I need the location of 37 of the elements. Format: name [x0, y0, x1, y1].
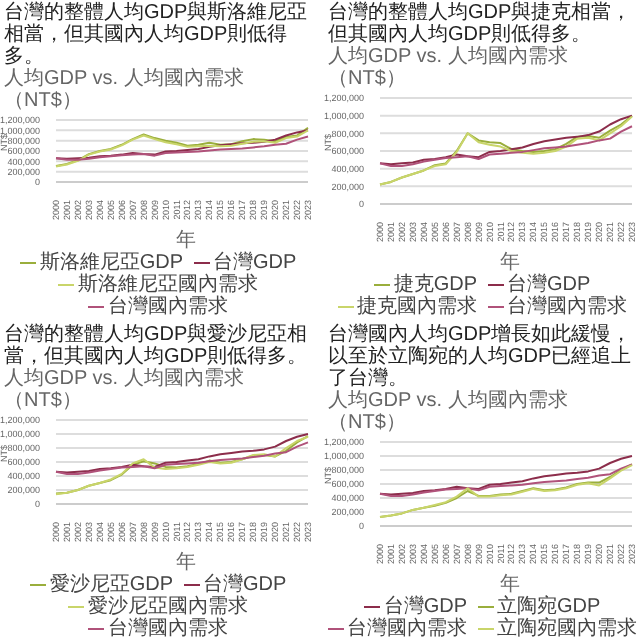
legend-label: 台灣國內需求: [505, 296, 627, 318]
chart-subtitle: 人均GDP vs. 人均國內需求（NT$）: [326, 46, 570, 90]
chart-title: 台灣的整體人均GDP與斯洛維尼亞相當，但其國內人均GDP則低得多。: [2, 0, 310, 68]
line-series: [379, 455, 633, 496]
line-series: [379, 125, 633, 168]
legend-label: 捷克國內需求: [355, 296, 477, 318]
legend-label: 台灣GDP: [203, 574, 287, 596]
legend-label: 愛沙尼亞GDP: [47, 574, 173, 596]
line-series: [379, 114, 633, 186]
legend-label: 捷克GDP: [393, 274, 477, 296]
legend-label: 台灣國內需求: [106, 618, 228, 640]
chart-subtitle: 人均GDP vs. 人均國內需求（NT$）: [2, 368, 246, 412]
legend-label: 台灣GDP: [213, 252, 297, 274]
x-axis-title: 年: [174, 552, 198, 574]
chart-subtitle: 人均GDP vs. 人均國內需求（NT$）: [2, 68, 246, 112]
chart-subtitle: 人均GDP vs. 人均國內需求（NT$）: [326, 390, 570, 434]
legend-label: 台灣國內需求: [106, 296, 228, 318]
x-axis-title: 年: [174, 230, 198, 252]
legend-label: 台灣國內需求: [345, 618, 467, 640]
line-series: [55, 433, 309, 474]
legend-label: 斯洛維尼亞GDP: [37, 252, 183, 274]
legend-label: 立陶宛國內需求: [495, 618, 637, 640]
line-series: [379, 114, 633, 166]
line-series: [55, 441, 309, 475]
legend-label: 立陶宛GDP: [495, 596, 601, 618]
x-axis-title: 年: [498, 252, 520, 274]
legend-label: 台灣GDP: [505, 274, 591, 296]
line-series: [55, 135, 309, 161]
x-axis-title: 年: [500, 574, 522, 596]
line-series: [379, 463, 633, 497]
chart-title: 台灣國內人均GDP增長如此緩慢，以至於立陶宛的人均GDP已經追上了台灣。: [326, 322, 634, 390]
chart-title: 台灣的整體人均GDP與捷克相當，但其國內人均GDP則低得多。: [326, 0, 634, 46]
line-series: [55, 129, 309, 160]
legend-label: 台灣GDP: [383, 596, 467, 618]
legend-label: 斯洛維尼亞國內需求: [76, 274, 258, 296]
legend-label: 愛沙尼亞國內需求: [86, 596, 248, 618]
chart-title: 台灣的整體人均GDP與愛沙尼亞相當，但其國內人均GDP則低得多。: [2, 322, 310, 368]
